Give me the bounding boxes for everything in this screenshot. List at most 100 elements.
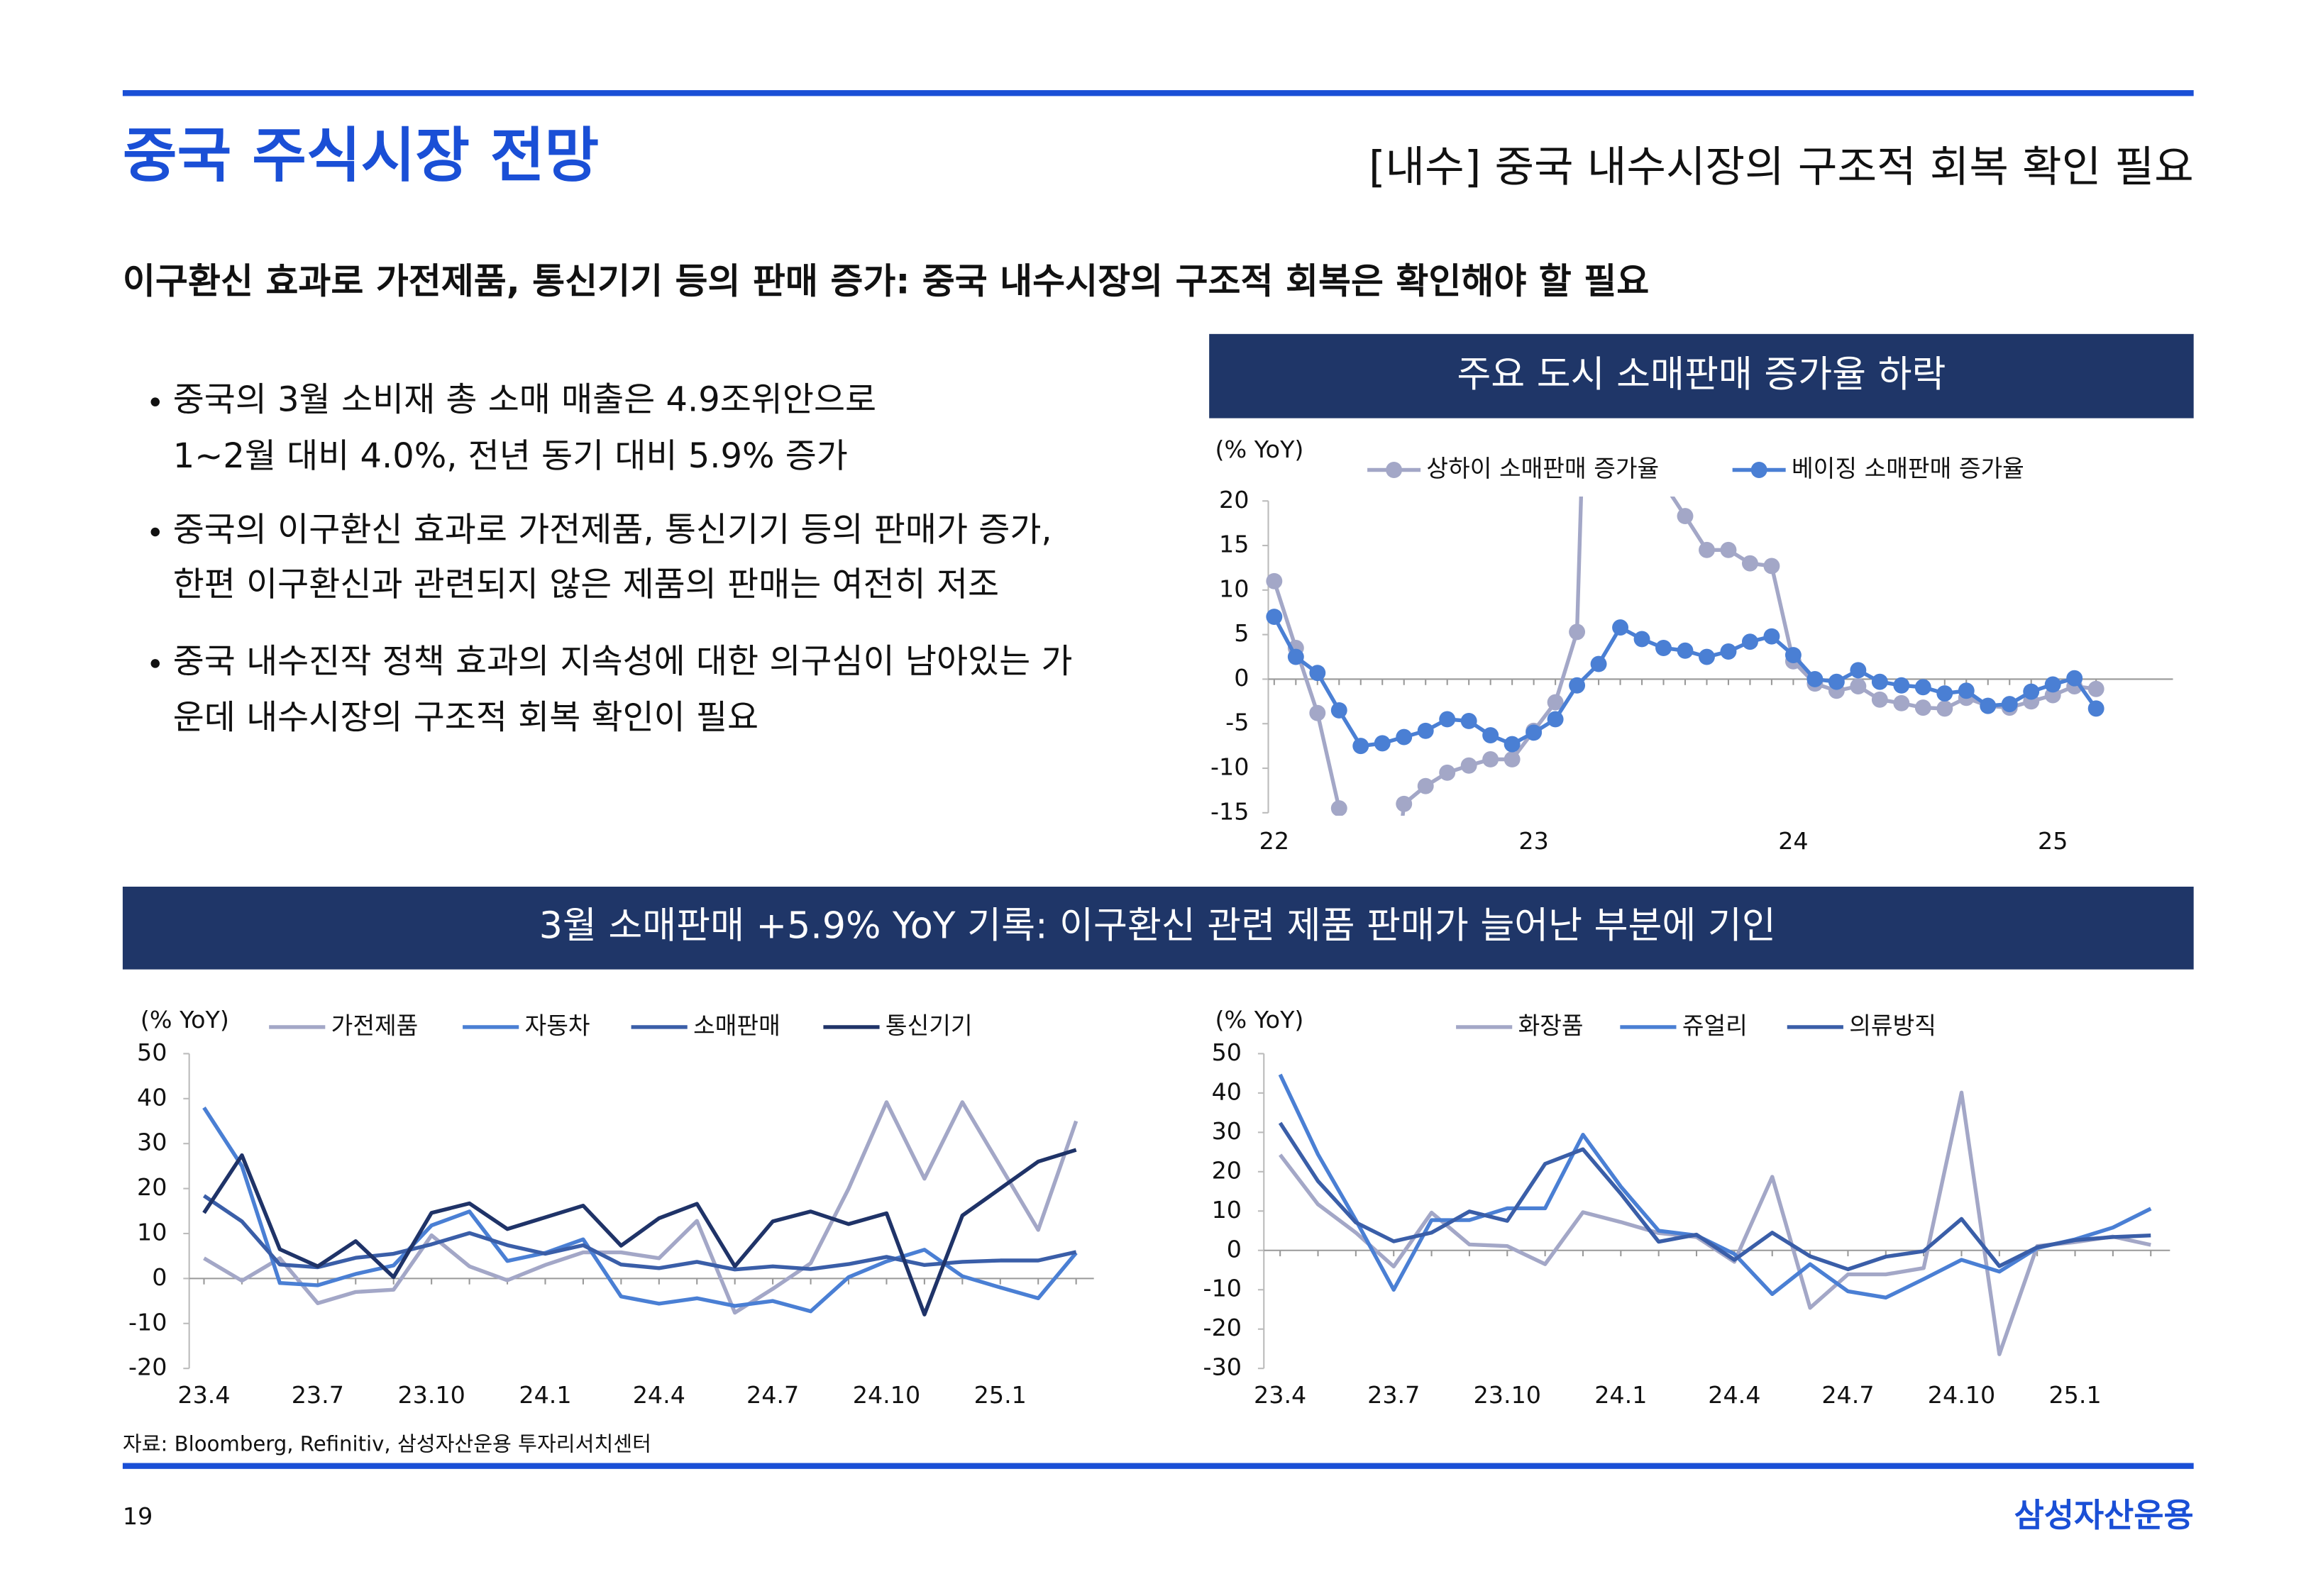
point <box>1720 541 1737 558</box>
y-tick-label: -10 <box>128 1308 167 1336</box>
series-line <box>1278 1073 2152 1300</box>
x-tick-label: 22 <box>1259 827 1289 855</box>
legend-label: 베이징 소매판매 증가율 <box>1792 455 2024 482</box>
legend-label: 가전제품 <box>331 1012 419 1039</box>
point <box>1309 665 1326 682</box>
legend-label: 의류방직 <box>1849 1012 1936 1039</box>
point <box>1936 685 1953 702</box>
x-tick-label: 25.1 <box>974 1381 1027 1409</box>
point <box>1374 735 1391 752</box>
headline: 이구환신 효과로 가전제품, 통신기기 등의 판매 증가: 중국 내수시장의 구… <box>123 261 1649 302</box>
point <box>1417 777 1434 794</box>
bullet-text: 중국의 이구환신 효과로 가전제품, 통신기기 등의 판매가 증가, <box>173 511 1052 550</box>
y-tick-label: -10 <box>1203 1275 1242 1302</box>
point <box>1612 619 1629 636</box>
point <box>1526 724 1543 741</box>
y-axis-unit: (% YoY) <box>1215 436 1304 463</box>
point <box>1569 624 1586 641</box>
y-tick-label: -30 <box>1203 1353 1242 1381</box>
point <box>1287 648 1304 665</box>
point <box>1850 662 1867 679</box>
point <box>1482 727 1499 744</box>
legend-label: 상하이 소매판매 증가율 <box>1426 455 1659 482</box>
point <box>1266 572 1283 589</box>
x-tick-label: 24.1 <box>1594 1381 1647 1409</box>
y-tick-label: 30 <box>137 1129 167 1156</box>
point <box>1893 694 1910 711</box>
x-tick-label: 24.4 <box>1708 1381 1760 1409</box>
point <box>1806 670 1824 687</box>
point <box>1893 677 1910 694</box>
y-tick-label: 0 <box>1227 1235 1242 1263</box>
point <box>1958 682 1975 699</box>
x-tick-label: 24.7 <box>746 1381 799 1409</box>
point <box>1547 694 1564 711</box>
series-line <box>202 1194 1077 1272</box>
x-tick-label: 24 <box>1778 827 1808 855</box>
plot-area <box>202 1100 1078 1317</box>
y-tick-label: -20 <box>128 1353 167 1381</box>
y-tick-label: -15 <box>1210 797 1249 825</box>
banner: 3월 소매판매 +5.9% YoY 기록: 이구환신 관련 제품 판매가 늘어난… <box>539 904 1776 947</box>
legend-label: 자동차 <box>525 1012 590 1039</box>
series-line <box>1278 1121 2151 1272</box>
point <box>2001 696 2018 713</box>
page-number: 19 <box>123 1502 153 1530</box>
x-tick-label: 24.10 <box>853 1381 920 1409</box>
chart-title: 주요 도시 소매판매 증가율 하락 <box>1457 353 1946 396</box>
x-tick-label: 24.1 <box>519 1381 571 1409</box>
x-tick-label: 24.10 <box>1928 1381 1995 1409</box>
legend-marker <box>1386 462 1403 478</box>
y-tick-label: 10 <box>137 1218 167 1246</box>
y-axis-unit: (% YoY) <box>140 1006 229 1033</box>
point <box>1871 673 1888 690</box>
point <box>1352 738 1369 755</box>
x-tick-label: 23.10 <box>1474 1381 1541 1409</box>
point <box>1266 609 1283 625</box>
x-tick-label: 23.4 <box>1254 1381 1306 1409</box>
legend-label: 쥬얼리 <box>1682 1012 1748 1039</box>
point <box>1699 541 1715 558</box>
point <box>1741 633 1758 650</box>
point <box>1784 647 1802 663</box>
legend-label: 화장품 <box>1518 1012 1584 1039</box>
point <box>1396 795 1413 812</box>
series-line <box>202 1107 1078 1314</box>
x-tick-label: 23.7 <box>292 1381 344 1409</box>
logo: 삼성자산운용 <box>2014 1496 2194 1534</box>
point <box>1460 757 1477 774</box>
bullet-dot <box>150 397 160 406</box>
point <box>1980 697 1997 714</box>
y-tick-label: 20 <box>1219 486 1249 514</box>
y-tick-label: 50 <box>1212 1038 1242 1066</box>
source: 자료: Bloomberg, Refinitiv, 삼성자산운용 투자리서치센터 <box>123 1432 651 1456</box>
y-tick-label: 15 <box>1219 531 1249 558</box>
point <box>1330 702 1347 719</box>
bullet-text: 운데 내수시장의 구조적 회복 확인이 필요 <box>173 699 758 738</box>
y-tick-label: 30 <box>1212 1117 1242 1145</box>
point <box>1871 691 1888 708</box>
point <box>1374 996 1391 1012</box>
point <box>1547 711 1564 728</box>
point <box>2044 676 2061 693</box>
banner-box <box>122 887 2194 970</box>
x-tick-label: 23 <box>1518 827 1548 855</box>
y-tick-label: -20 <box>1203 1314 1242 1341</box>
bullet-dot <box>150 527 160 537</box>
point <box>1352 1102 1369 1118</box>
point <box>1936 700 1953 717</box>
point <box>2066 670 2083 687</box>
point <box>1330 800 1347 816</box>
y-tick-label: 40 <box>1212 1077 1242 1105</box>
point <box>1763 558 1780 575</box>
top-rule <box>122 90 2194 96</box>
point <box>2087 680 2104 697</box>
x-tick-label: 25 <box>2038 827 2068 855</box>
point <box>1396 728 1413 746</box>
y-tick-label: 40 <box>137 1083 167 1111</box>
bullet-text: 한편 이구환신과 관련되지 않은 제품의 판매는 여전히 저조 <box>173 565 999 604</box>
y-axis-unit: (% YoY) <box>1215 1006 1304 1033</box>
point <box>1699 648 1715 665</box>
y-tick-label: 50 <box>137 1038 167 1066</box>
x-tick-label: 23.10 <box>397 1381 465 1409</box>
